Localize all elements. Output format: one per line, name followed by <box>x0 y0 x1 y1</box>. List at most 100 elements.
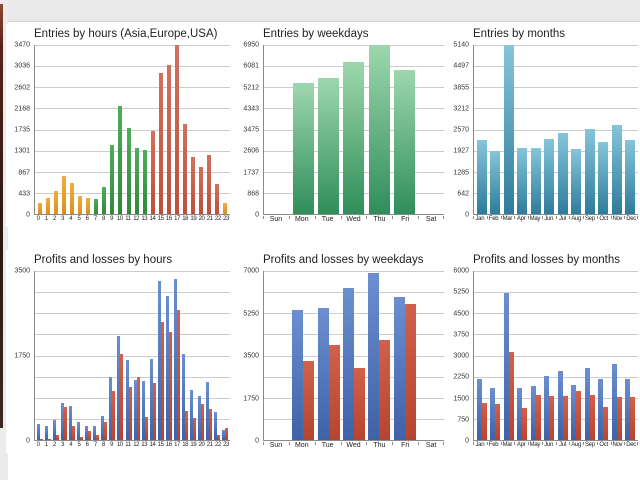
y-tick-label: 3855 <box>453 84 469 91</box>
chart-title: Profits and losses by weekdays <box>263 254 424 266</box>
bar-group <box>570 271 584 440</box>
bar <box>557 133 568 214</box>
bar-group <box>149 271 157 440</box>
x-axis-label: Aug <box>569 216 583 227</box>
gridline <box>35 171 230 173</box>
y-tick-label: 3000 <box>453 352 469 360</box>
bar <box>535 395 541 440</box>
bar-group <box>189 45 197 214</box>
chart-title: Profits and losses by hours <box>34 254 173 266</box>
bar <box>118 105 123 214</box>
bar-group <box>100 45 108 214</box>
bar-group <box>157 45 165 214</box>
y-tick-label: 2570 <box>453 126 469 134</box>
top-background-strip <box>0 0 640 22</box>
x-axis-label: 1 <box>44 442 48 448</box>
bar <box>404 304 416 440</box>
bar <box>394 70 416 214</box>
bar <box>101 415 105 440</box>
bar-group <box>341 45 366 214</box>
plot-area <box>263 271 444 441</box>
bar <box>94 199 99 214</box>
bar <box>38 203 43 214</box>
bar-group <box>141 45 149 214</box>
bar <box>222 430 226 440</box>
bars <box>35 45 230 214</box>
y-tick-label: 6000 <box>453 267 469 275</box>
x-axis-label: Fri <box>392 442 418 453</box>
bar-group <box>92 45 100 214</box>
bar <box>495 404 501 440</box>
chart-entries-by-hours: Entries by hours (Asia,Europe,USA) 3470 3… <box>6 24 230 227</box>
bar <box>72 425 76 440</box>
x-axis-label: 0 <box>36 216 40 222</box>
x-axis-label: 14 <box>149 216 156 222</box>
y-axis: 5140 4497 3855 3212 2570 1927 1285 642 0 <box>445 42 473 219</box>
bar <box>379 340 391 440</box>
bar <box>328 345 340 440</box>
y-axis: 6950 6081 5212 4343 3475 2606 1737 868 0 <box>235 42 263 219</box>
bar <box>126 127 131 214</box>
chart-title: Entries by hours (Asia,Europe,USA) <box>34 28 218 40</box>
x-axis-label: 7 <box>93 216 97 222</box>
x-axis-label: May <box>528 216 542 227</box>
x-axis-label: 5 <box>77 442 81 448</box>
bar <box>144 416 148 440</box>
bar <box>490 150 501 214</box>
x-axis-label: Sep <box>583 216 597 227</box>
gridline <box>264 45 444 46</box>
bar <box>174 45 179 214</box>
x-axis-label: 18 <box>182 442 189 448</box>
bar-group <box>100 271 108 440</box>
x-axis-label: Wed <box>340 216 367 227</box>
bar-group <box>60 271 68 440</box>
x-axis-label: 8 <box>101 216 105 222</box>
bar-group <box>52 271 60 440</box>
y-tick-label: 3500 <box>243 352 259 360</box>
gridline <box>474 45 638 46</box>
bar <box>616 397 622 440</box>
bar <box>165 296 169 440</box>
y-tick-label: 3500 <box>14 267 30 275</box>
gridline <box>264 313 444 315</box>
x-axis-label: 9 <box>110 442 114 448</box>
x-axis-label: Dec <box>624 216 638 227</box>
gridline <box>35 87 230 89</box>
bars <box>474 45 638 214</box>
x-axis: 0 1 2 3 4 5 6 7 8 9 10 11 12 13 14 15 16 17 18 19 20 21 22 23 <box>34 215 230 227</box>
bar <box>292 83 314 214</box>
x-axis-label: Mar <box>500 216 515 227</box>
bar-group <box>36 45 44 214</box>
gridline <box>474 87 638 89</box>
x-axis-label: 11 <box>125 442 131 448</box>
bar-group <box>583 271 597 440</box>
bar <box>393 297 405 440</box>
bar <box>517 148 528 214</box>
bar <box>625 379 631 440</box>
bar-group <box>610 45 624 214</box>
x-axis-label: Mon <box>288 442 315 453</box>
bar <box>215 184 220 214</box>
x-axis-label: Fri <box>392 216 418 227</box>
bar <box>102 187 107 214</box>
bar-group <box>125 271 133 440</box>
y-tick-label: 2606 <box>243 147 259 155</box>
bar-group <box>36 271 44 440</box>
bar <box>342 288 354 440</box>
chart-title: Entries by weekdays <box>263 28 369 40</box>
bar-group <box>624 45 638 214</box>
x-axis-label: Jun <box>541 216 556 227</box>
bar <box>611 124 622 214</box>
bar-group <box>624 271 638 440</box>
bar <box>549 396 555 440</box>
y-tick-label: 1750 <box>243 395 259 402</box>
bar <box>508 351 514 440</box>
bar <box>157 280 161 440</box>
gridline <box>35 45 230 46</box>
x-axis-label: 6 <box>85 216 89 222</box>
x-axis-label: 8 <box>101 442 105 448</box>
bar-group <box>418 45 443 214</box>
x-axis-label: Sat <box>418 216 444 227</box>
bar-group <box>92 271 100 440</box>
